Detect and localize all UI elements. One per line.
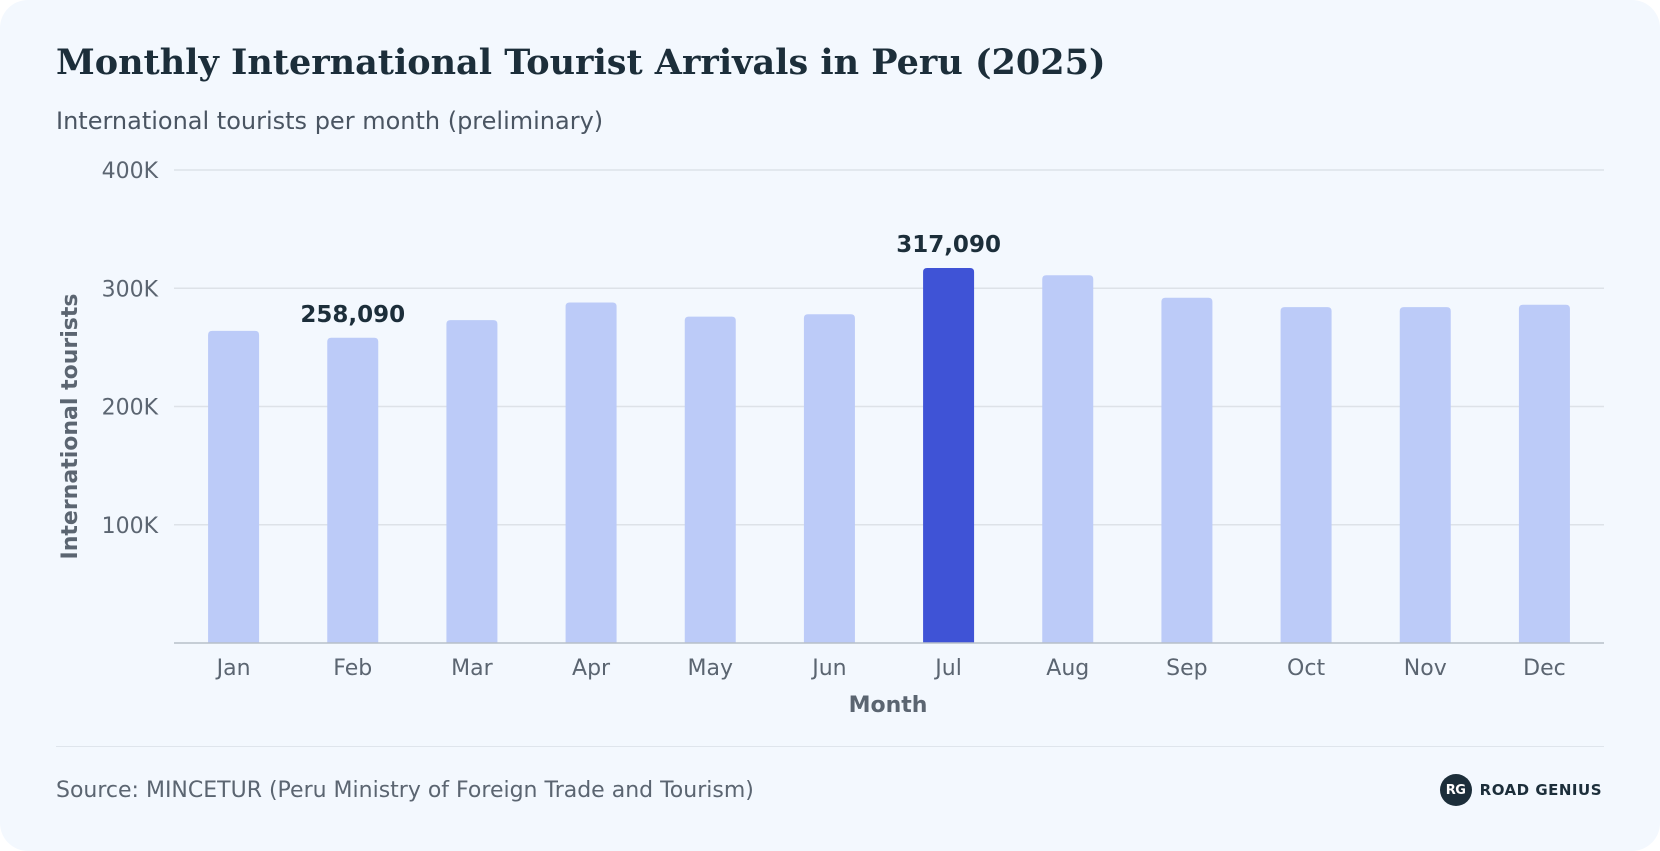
bar-apr: [565, 302, 617, 643]
x-axis-title: Month: [849, 693, 928, 718]
x-tick-label: Nov: [1404, 656, 1447, 681]
bar-oct: [1280, 307, 1332, 643]
x-tick-label: Jul: [933, 656, 962, 681]
y-tick-label: 300K: [102, 277, 159, 302]
bar-mar: [446, 320, 498, 643]
chart-title: Monthly International Tourist Arrivals i…: [56, 42, 1106, 83]
bar-sep: [1161, 297, 1213, 643]
x-tick-label: Jan: [215, 656, 251, 681]
road-genius-logo-icon: RG: [1439, 774, 1472, 806]
x-tick-label: Mar: [451, 656, 493, 681]
x-tick-label: Sep: [1166, 656, 1207, 681]
bar-may: [684, 316, 736, 643]
data-label: 258,090: [300, 302, 405, 328]
x-tick-label: Aug: [1046, 656, 1089, 681]
x-tick-label: Jun: [810, 656, 846, 681]
source-note: Source: MINCETUR (Peru Ministry of Forei…: [56, 778, 754, 803]
data-label: 317,090: [896, 232, 1001, 258]
x-tick-label: May: [688, 656, 733, 681]
bar-jul: [923, 268, 975, 643]
bar-nov: [1399, 307, 1451, 643]
bar-feb: [327, 337, 379, 643]
y-tick-label: 400K: [102, 159, 159, 184]
chart-subtitle: International tourists per month (prelim…: [56, 107, 604, 135]
bar-jun: [803, 314, 855, 643]
y-tick-label: 100K: [102, 514, 159, 539]
x-tick-label: Apr: [572, 656, 611, 681]
x-tick-label: Oct: [1287, 656, 1325, 681]
x-tick-label: Feb: [333, 656, 372, 681]
footer-divider: [56, 746, 1604, 747]
bar-aug: [1042, 275, 1094, 643]
bar-dec: [1518, 304, 1570, 643]
bar-jan: [208, 330, 260, 643]
y-tick-label: 200K: [102, 396, 159, 421]
y-axis-title: International tourists: [58, 294, 83, 560]
brand[interactable]: RG ROAD GENIUS: [1439, 774, 1602, 806]
brand-name: ROAD GENIUS: [1479, 781, 1602, 799]
x-tick-label: Dec: [1523, 656, 1566, 681]
